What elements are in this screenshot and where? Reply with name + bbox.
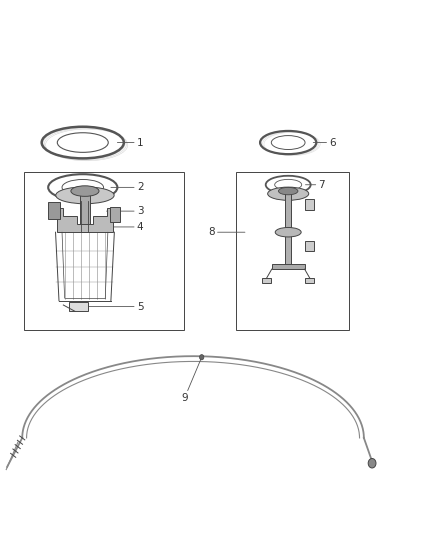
Text: 3: 3 bbox=[106, 206, 144, 216]
Ellipse shape bbox=[279, 188, 298, 195]
Ellipse shape bbox=[56, 187, 114, 204]
Bar bbox=[304, 199, 314, 209]
Bar bbox=[285, 192, 291, 266]
Circle shape bbox=[200, 354, 204, 360]
Bar bbox=[236, 172, 349, 330]
Ellipse shape bbox=[71, 186, 99, 196]
Bar bbox=[262, 278, 271, 284]
Bar bbox=[48, 202, 60, 219]
Text: 9: 9 bbox=[181, 357, 202, 403]
Polygon shape bbox=[57, 208, 113, 232]
Ellipse shape bbox=[268, 187, 309, 200]
Text: 5: 5 bbox=[88, 302, 144, 312]
Circle shape bbox=[368, 458, 376, 468]
Text: 4: 4 bbox=[106, 222, 144, 232]
Bar bbox=[69, 302, 88, 311]
Text: 8: 8 bbox=[208, 227, 245, 237]
Text: 2: 2 bbox=[111, 182, 144, 192]
Bar bbox=[272, 264, 304, 269]
Bar bbox=[25, 172, 184, 330]
Bar bbox=[305, 278, 314, 284]
Text: 6: 6 bbox=[313, 138, 336, 148]
Text: 1: 1 bbox=[117, 138, 144, 148]
Ellipse shape bbox=[275, 228, 301, 237]
Bar bbox=[80, 195, 90, 232]
Bar bbox=[304, 241, 314, 251]
Bar bbox=[110, 207, 120, 222]
Text: 7: 7 bbox=[305, 180, 325, 190]
